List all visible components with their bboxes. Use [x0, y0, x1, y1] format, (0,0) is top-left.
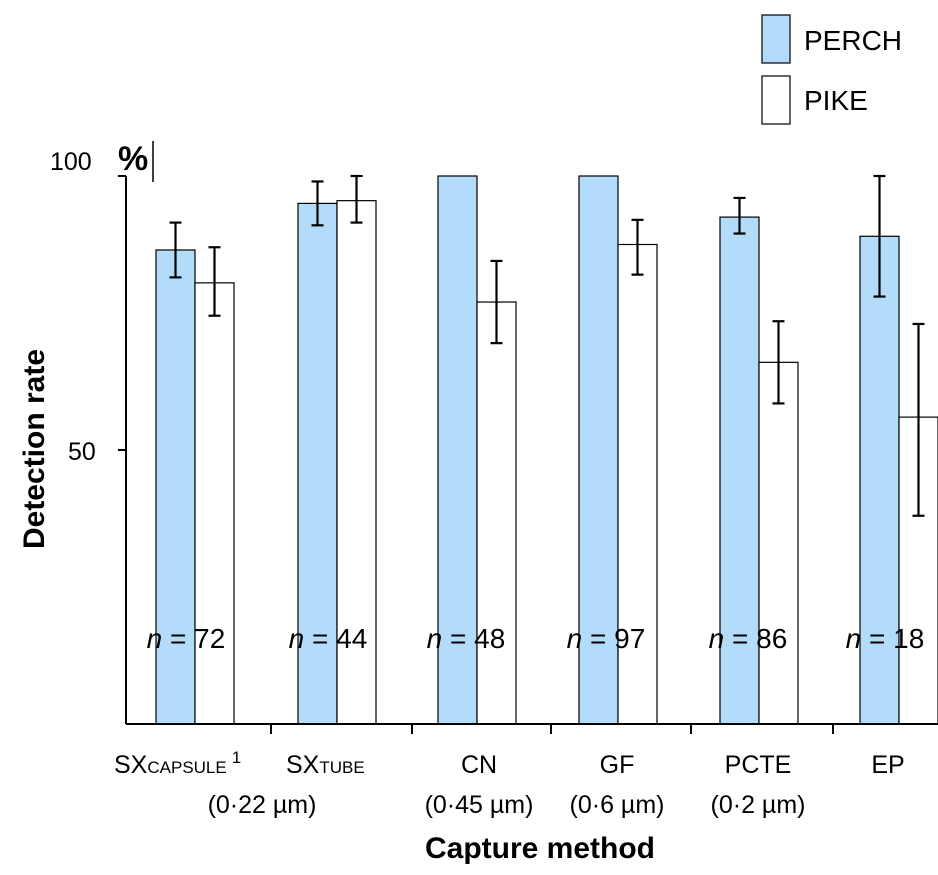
x-pore-label-pcte: (0·2 µm) [711, 791, 806, 819]
x-pore-label-sx: (0·22 µm) [208, 791, 317, 819]
x-pore-label-gf: (0·6 µm) [570, 791, 665, 819]
bars-layer [155, 174, 938, 725]
n-label-5: n = 18 [846, 623, 925, 654]
error-bar-perch-0 [169, 221, 182, 279]
x-label-sx-capsule-small: CAPSULE [147, 758, 226, 777]
y-unit-label: % [118, 140, 148, 178]
error-bar-pike-1 [350, 174, 363, 224]
legend-label-perch: PERCH [804, 25, 902, 56]
x-label-sx-capsule-sup: 1 [232, 748, 241, 767]
y-tick-label-50: 50 [68, 438, 96, 466]
error-bar-perch-1 [311, 180, 324, 227]
n-label-2: n = 48 [427, 623, 506, 654]
bar-perch-2 [437, 175, 478, 725]
legend-swatch-perch [761, 14, 791, 64]
x-label-sx-tube-small: TUBE [319, 758, 364, 777]
error-bar-pike-4 [772, 320, 785, 405]
error-bar-pike-2 [490, 259, 503, 345]
x-ticks-layer [270, 724, 834, 734]
x-label-sx-capsule: SXCAPSULE 1 [114, 748, 241, 779]
error-bar-perch-5 [873, 174, 886, 298]
y-axis-title: Detection rate [18, 349, 51, 549]
x-axis-title: Capture method [425, 832, 655, 865]
x-label-sx-tube: SXTUBE [286, 751, 365, 779]
x-category-labels: SXCAPSULE1 SXTUBE CN GF PCTE EP (0·22 µm… [114, 748, 905, 819]
bar-perch-3 [578, 175, 619, 725]
bar-perch-5 [859, 235, 900, 725]
legend-label-pike: PIKE [804, 85, 868, 116]
x-label-gf: GF [600, 751, 635, 779]
x-label-ep: EP [871, 751, 904, 779]
error-bar-perch-4 [733, 196, 746, 235]
x-pore-label-cn: (0·45 µm) [425, 791, 534, 819]
error-bar-pike-0 [208, 246, 221, 317]
x-label-pcte: PCTE [725, 751, 792, 779]
x-label-cn: CN [461, 751, 497, 779]
n-label-3: n = 97 [567, 623, 646, 654]
bar-pike-0 [194, 282, 235, 725]
bar-pike-2 [476, 301, 517, 725]
legend: PERCH PIKE [761, 14, 902, 125]
error-bar-pike-5 [912, 322, 925, 517]
x-label-sx-tube-main: SX [286, 751, 320, 779]
n-label-1: n = 44 [289, 623, 368, 654]
x-label-sx-capsule-main: SX [114, 751, 148, 779]
legend-swatch-pike [761, 75, 791, 125]
y-tick-label-100: 100 [50, 148, 92, 176]
n-label-0: n = 72 [147, 623, 226, 654]
n-labels-layer: n = 72 n = 44 n = 48 n = 97 n = 86 n = 18 [147, 623, 925, 654]
bar-perch-4 [719, 216, 760, 725]
error-bar-pike-3 [631, 218, 644, 276]
n-label-4: n = 86 [709, 623, 788, 654]
bar-pike-4 [758, 361, 799, 725]
